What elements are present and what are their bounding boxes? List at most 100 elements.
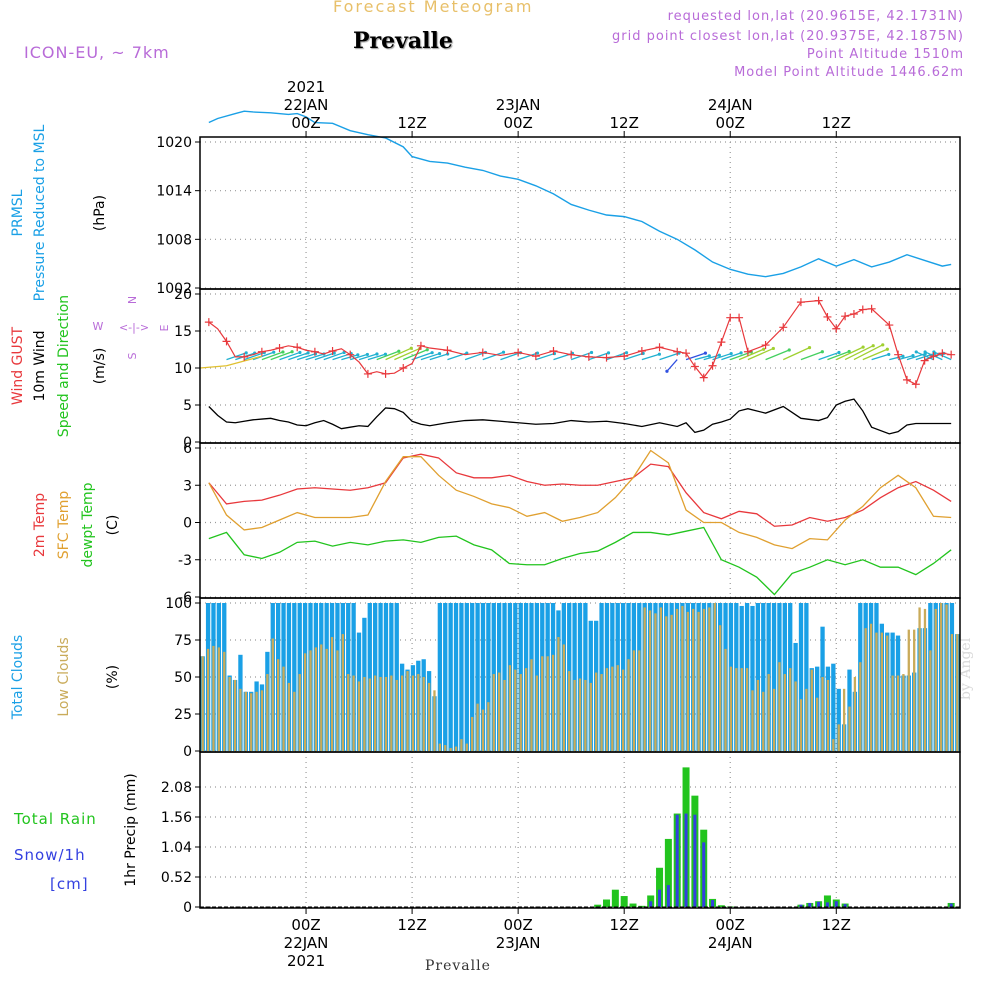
snow-bar xyxy=(808,902,812,907)
gust-point xyxy=(911,380,920,389)
low-clouds-bar xyxy=(665,616,668,751)
wind-arrow xyxy=(666,359,678,372)
low-clouds-bar xyxy=(336,650,339,751)
wind-arrow xyxy=(915,351,934,361)
panel-frame xyxy=(199,288,961,444)
snow-bar xyxy=(843,904,847,907)
wind-arrow xyxy=(836,346,864,361)
low-clouds-bar xyxy=(390,675,393,751)
low-clouds-bar xyxy=(751,690,754,751)
low-clouds-bar xyxy=(471,716,474,751)
gust-point xyxy=(947,350,956,359)
temp-2m-line xyxy=(208,453,952,527)
wind-arrow-head xyxy=(729,351,733,356)
low-clouds-bar xyxy=(379,677,382,751)
bottom-date-label: 24JAN xyxy=(708,934,753,952)
footer-station: Prevalle xyxy=(425,958,491,974)
low-clouds-bar xyxy=(886,635,889,751)
wind-arrow-head xyxy=(787,348,791,352)
low-clouds-bar xyxy=(400,675,404,751)
compass-e: E xyxy=(158,324,171,331)
top-time-label: 00Z xyxy=(716,114,745,132)
total-clouds-bar xyxy=(394,603,399,751)
total-clouds-bar xyxy=(798,603,804,751)
gust-point xyxy=(363,369,372,378)
snow-unit: [cm] xyxy=(50,875,89,893)
gust-point xyxy=(885,321,894,330)
total-clouds-bar xyxy=(836,688,841,751)
rain-bar xyxy=(664,838,672,907)
low-clouds-bar xyxy=(287,682,291,751)
low-clouds-bar xyxy=(794,681,797,751)
rain-bar xyxy=(823,895,831,907)
gust-point xyxy=(381,369,390,378)
low-clouds-bar xyxy=(546,656,549,751)
gust-point xyxy=(823,312,832,321)
total-clouds-bar xyxy=(804,603,809,751)
wind-arrow-head xyxy=(298,350,302,355)
gust-point xyxy=(620,352,629,361)
wind-arrow xyxy=(871,353,889,361)
gust-point xyxy=(293,343,302,352)
gust-point xyxy=(867,304,876,313)
wind-arrow xyxy=(747,347,774,361)
gust-point xyxy=(478,348,487,357)
low-clouds-bar xyxy=(573,679,576,751)
wind-arrow-head xyxy=(665,369,669,373)
dewpt-line xyxy=(208,526,952,596)
top-date-label: 24JAN xyxy=(708,96,753,114)
wind-unit: (m/s) xyxy=(92,348,108,385)
wind-arrow xyxy=(403,349,428,361)
low-clouds-bar xyxy=(648,610,652,751)
low-clouds-bar xyxy=(929,650,932,751)
low-clouds-bar xyxy=(902,674,905,751)
wind-arrow-head xyxy=(306,351,310,355)
low-clouds-bar xyxy=(293,691,296,751)
low-clouds-bar xyxy=(438,743,442,751)
model-name: ICON-EU, ~ 7km xyxy=(24,43,170,62)
y-tick-label: 0 xyxy=(183,435,192,451)
low-clouds-bar xyxy=(223,651,226,751)
wind-arrow-tail xyxy=(199,355,263,369)
wind-arrow-head xyxy=(881,343,885,347)
low-clouds-bar xyxy=(702,608,706,751)
wind-arrow-head xyxy=(707,354,711,358)
top-time-label: 00Z xyxy=(291,114,320,132)
top-year-label: 2021 xyxy=(287,78,325,96)
panel-frame xyxy=(199,442,961,599)
low-clouds-bar xyxy=(395,679,398,751)
wind-arrow-head xyxy=(365,352,369,357)
total-clouds-bar xyxy=(292,603,297,751)
y-tick-label: 1.04 xyxy=(161,840,192,856)
gust-point xyxy=(743,347,752,356)
low-clouds-bar xyxy=(832,739,835,751)
wind-arrow-head xyxy=(703,351,707,355)
wind-arrow-head xyxy=(409,346,413,350)
wind-arrow xyxy=(261,351,284,361)
low-clouds-bar xyxy=(600,674,603,751)
y-tick-label: 1.56 xyxy=(161,810,192,826)
requested-location: requested lon,lat (20.9615E, 42.1731N) xyxy=(667,9,964,24)
pressure-label-msl: Pressure Reduced to MSL xyxy=(32,124,48,301)
low-clouds-bar xyxy=(654,613,657,751)
snow-bar xyxy=(949,903,953,907)
gust-point xyxy=(275,344,284,353)
rain-label: Total Rain xyxy=(13,810,97,828)
gust-point xyxy=(894,350,903,359)
low-clouds-bar xyxy=(244,691,247,751)
y-tick-label: 0.52 xyxy=(161,870,192,886)
gust-point xyxy=(796,298,805,307)
total-clouds-bar xyxy=(443,603,448,751)
total-clouds-label: Total Clouds xyxy=(10,635,26,720)
low-clouds-bar xyxy=(481,709,485,751)
y-tick-label: 1020 xyxy=(156,135,192,151)
low-clouds-bar xyxy=(492,674,495,751)
low-clouds-bar xyxy=(799,699,803,751)
low-clouds-bar xyxy=(767,674,770,751)
total-clouds-bar xyxy=(437,603,443,751)
low-clouds-bar xyxy=(541,656,544,751)
low-clouds-bar xyxy=(918,607,921,751)
wind-arrow-head xyxy=(739,351,743,355)
wind-arrow xyxy=(606,352,627,361)
wind-arrow-head xyxy=(535,351,540,355)
